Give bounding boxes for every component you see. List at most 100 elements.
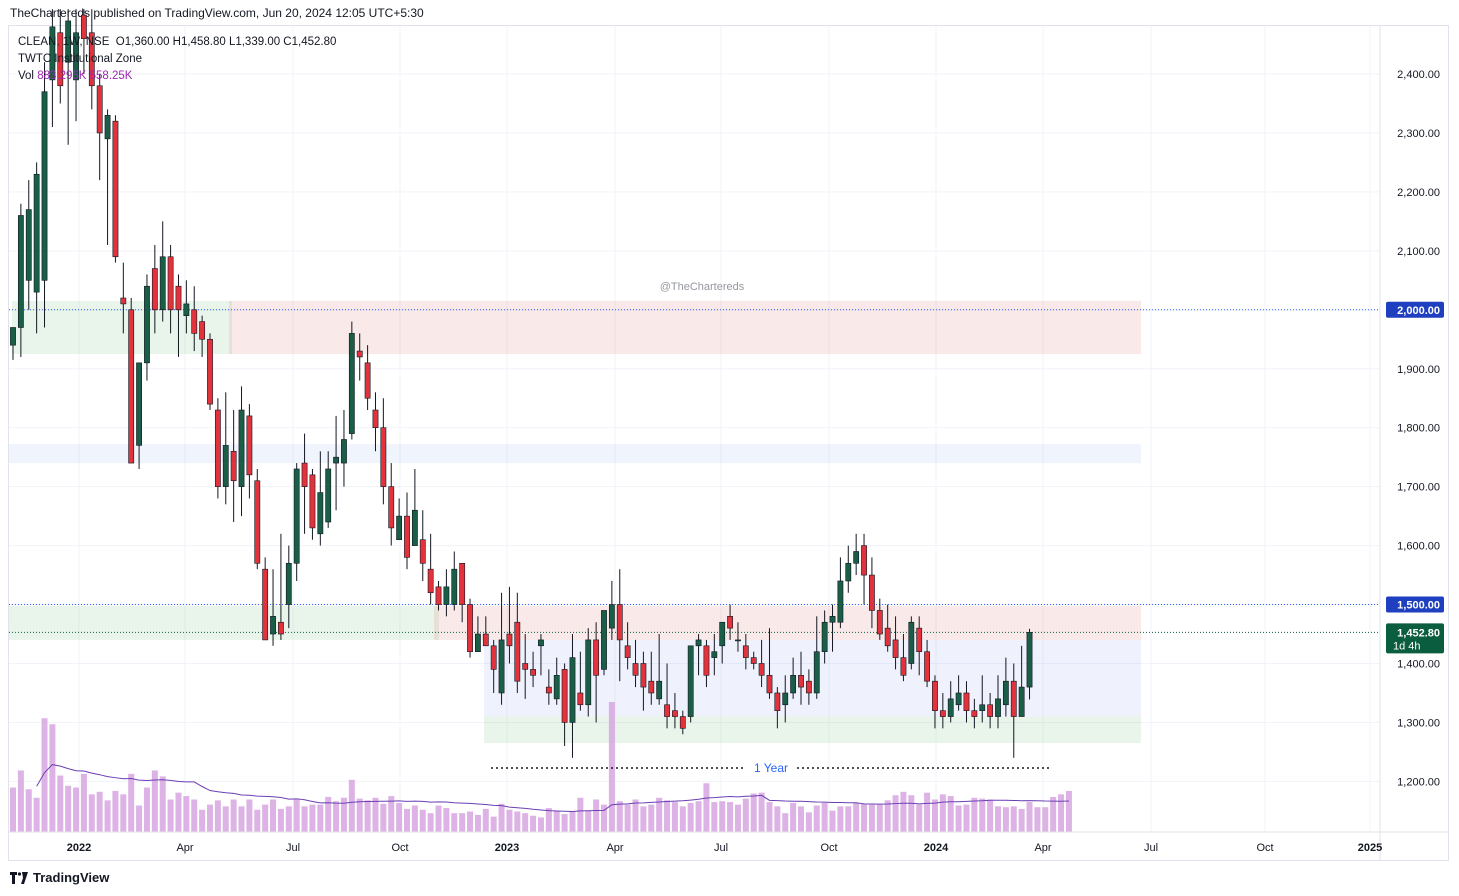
- y-tick-label: 2,400.00: [1397, 69, 1440, 81]
- volume-bar: [1042, 807, 1049, 832]
- x-tick-label: Apr: [606, 842, 623, 854]
- volume-bar: [246, 799, 253, 832]
- volume-bar: [656, 797, 663, 832]
- volume-bar: [396, 802, 403, 832]
- volume-bar: [577, 797, 584, 832]
- candle-body: [65, 20, 72, 63]
- candle-body: [207, 338, 213, 405]
- candle-body: [971, 710, 978, 717]
- volume-bar: [498, 803, 505, 832]
- x-tick-label: Apr: [1034, 842, 1051, 854]
- volume-bar: [88, 794, 95, 832]
- candle-body: [1026, 632, 1033, 688]
- x-tick-label: 2025: [1358, 842, 1382, 854]
- y-tick-label: 1,400.00: [1397, 659, 1440, 671]
- legend-indicator[interactable]: TWTC Institutional Zone: [18, 53, 142, 65]
- watermark: @TheChartereds: [660, 281, 745, 293]
- candle-body: [742, 645, 749, 658]
- y-tick-label: 1,900.00: [1397, 364, 1440, 376]
- volume-bar: [167, 799, 174, 832]
- candle-body: [96, 85, 103, 134]
- candle-body: [624, 645, 631, 658]
- volume-bar: [199, 809, 206, 832]
- volume-bar: [277, 808, 284, 832]
- volume-bar: [25, 789, 32, 832]
- volume-bar: [191, 799, 198, 832]
- candle-body: [112, 120, 119, 258]
- candle-body: [285, 562, 292, 605]
- volume-bar: [451, 813, 458, 832]
- volume-bar: [214, 800, 221, 832]
- legend-volume-row: Vol 883.295K 558.25K: [18, 68, 336, 85]
- volume-bar: [96, 791, 103, 832]
- candle-body: [522, 663, 529, 670]
- candle-body: [506, 633, 513, 647]
- zone-supply: [434, 605, 1141, 640]
- volume-bar: [632, 799, 639, 832]
- candle-body: [270, 616, 276, 635]
- volume-bar: [467, 811, 474, 832]
- candle-body: [813, 651, 820, 694]
- volume-bar: [924, 792, 931, 832]
- volume-bar: [419, 809, 426, 832]
- volume-bar: [159, 776, 166, 832]
- volume-bar: [537, 817, 544, 832]
- footer-brand[interactable]: TradingView: [10, 870, 109, 885]
- candle-body: [632, 663, 639, 676]
- candle-body: [325, 468, 332, 523]
- volume-bar: [939, 794, 946, 832]
- candle-body: [73, 32, 79, 81]
- volume-bar: [301, 806, 308, 832]
- y-tick-label: 2,300.00: [1397, 128, 1440, 140]
- candle-body: [932, 680, 938, 711]
- volume-bar: [798, 806, 804, 832]
- candle-body: [175, 285, 182, 311]
- level-badge: [1386, 301, 1444, 318]
- legend-symbol[interactable]: CLEAN, 1W, NSE: [18, 36, 110, 48]
- candle-body: [372, 409, 379, 429]
- volume-bar: [648, 804, 655, 832]
- candle-body: [695, 639, 702, 647]
- level-badge-label: 2,000.00: [1397, 305, 1440, 317]
- candle-body: [601, 610, 607, 670]
- candle-body: [538, 639, 544, 647]
- y-tick-label: 2,100.00: [1397, 246, 1440, 258]
- volume-bar: [813, 805, 820, 832]
- y-tick-label: 1,600.00: [1397, 541, 1440, 553]
- candle-body: [553, 674, 560, 700]
- candle-body: [687, 645, 694, 717]
- volume-bar: [979, 798, 986, 832]
- chart-frame: [8, 25, 1449, 861]
- x-tick-label: 2023: [495, 842, 519, 854]
- volume-bar: [143, 787, 150, 832]
- volume-bar: [601, 804, 607, 832]
- volume-bar: [624, 804, 631, 832]
- candle-body: [798, 674, 804, 688]
- candle-body: [151, 268, 158, 311]
- candle-body: [530, 669, 536, 676]
- legend-volume-values: 883.295K 558.25K: [37, 70, 133, 82]
- volume-bar: [207, 804, 213, 832]
- x-tick-label: Oct: [820, 842, 837, 854]
- x-tick-label: Oct: [1256, 842, 1273, 854]
- candle-body: [585, 639, 592, 706]
- volume-bar: [868, 804, 875, 832]
- candle-body: [475, 633, 481, 653]
- volume-bar: [593, 799, 600, 832]
- legend-volume-label[interactable]: Vol: [18, 70, 34, 82]
- volume-bar: [995, 806, 1001, 832]
- candle-body: [419, 539, 426, 564]
- candle-body: [136, 362, 142, 446]
- zone-supply: [229, 300, 1141, 355]
- volume-bar: [790, 802, 797, 832]
- candle-body: [254, 480, 261, 564]
- candle-body: [821, 621, 828, 653]
- y-tick-label: 1,700.00: [1397, 482, 1440, 494]
- tradingview-logo-icon: [10, 871, 28, 884]
- candle-body: [81, 14, 87, 39]
- candle-body: [333, 456, 339, 464]
- volume-bar: [1034, 807, 1041, 832]
- grid: [9, 26, 1380, 832]
- volume-bar: [916, 804, 923, 832]
